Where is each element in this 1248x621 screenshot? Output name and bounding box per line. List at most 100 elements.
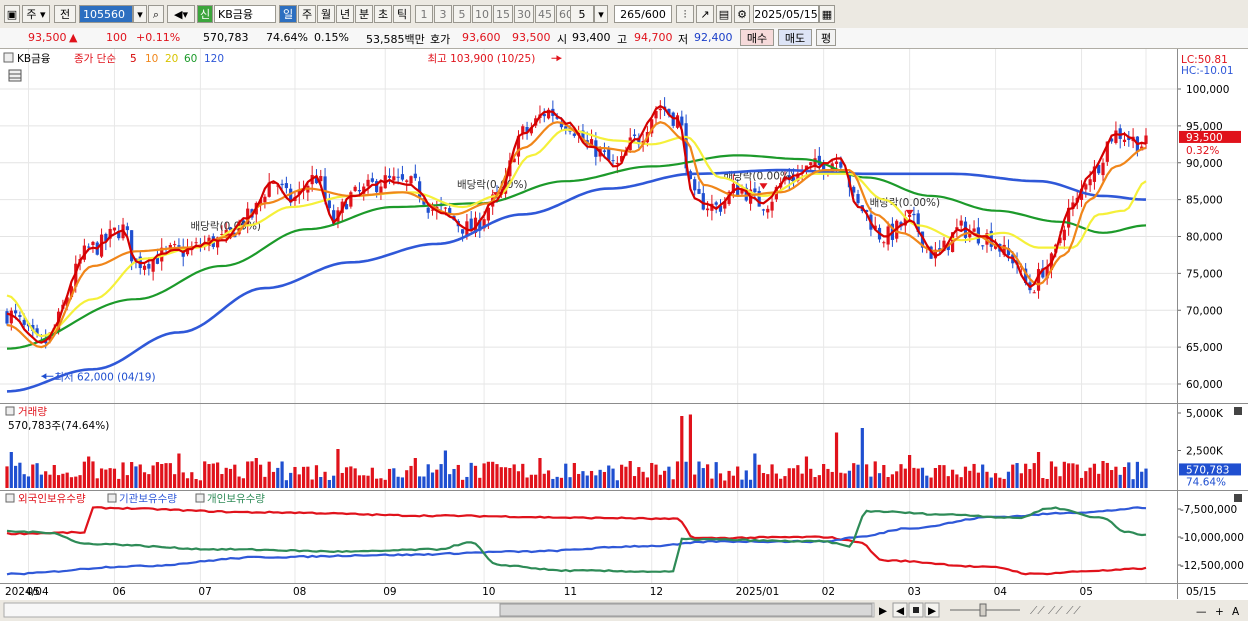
candle-body	[1002, 244, 1006, 255]
candle-body	[525, 126, 529, 133]
minute-tab[interactable]: 3	[434, 5, 452, 23]
count-field[interactable]: 265/600	[614, 5, 672, 23]
volume-bar	[529, 474, 533, 488]
minute-tab[interactable]: 30	[514, 5, 534, 23]
period-tab[interactable]: 초	[374, 5, 392, 23]
legend-box-icon[interactable]	[3, 52, 14, 63]
x-tick-label: 05	[1080, 586, 1093, 598]
volume-bar	[383, 479, 387, 488]
buy-button[interactable]: 매수	[740, 29, 774, 46]
legend-box-icon[interactable]	[195, 493, 205, 503]
volume-bar	[469, 462, 473, 488]
candle-body	[418, 181, 422, 198]
volume-bar	[727, 470, 731, 488]
stock-name-field[interactable]: KB금융	[214, 5, 276, 23]
volume-bar	[503, 467, 508, 488]
draw-tool-icon[interactable]: ↗	[696, 5, 714, 23]
volume-bar	[688, 414, 692, 488]
volume-bar	[1110, 470, 1114, 488]
candle-body	[22, 319, 26, 325]
legend-foreign[interactable]: 외국인보유수량	[18, 493, 86, 505]
volume-title[interactable]: 거래량	[18, 406, 47, 418]
chart-type-icon[interactable]: ⫶	[676, 5, 694, 23]
legend-box-icon[interactable]	[5, 406, 15, 416]
candle-body	[185, 247, 190, 255]
minute-tab[interactable]: 5	[453, 5, 471, 23]
calendar-icon[interactable]: ▦	[819, 5, 835, 23]
scroll-right-icon[interactable]: ▶	[879, 605, 888, 617]
stock-code-input[interactable]: 105560	[79, 5, 133, 23]
zoom-slider-handle[interactable]	[979, 603, 987, 617]
candle-body	[1097, 164, 1101, 174]
legend-stock-name[interactable]: KB금융	[17, 53, 51, 65]
mode-select[interactable]: 주 ▾	[22, 5, 50, 23]
minute-tab[interactable]: 10	[472, 5, 492, 23]
minute-tab[interactable]: 1	[415, 5, 433, 23]
legend-institution[interactable]: 기관보유수량	[119, 493, 177, 505]
scroll-thumb[interactable]	[499, 603, 873, 617]
candle-body	[1058, 237, 1062, 244]
table-icon[interactable]	[8, 69, 22, 82]
pane-close-icon[interactable]	[1234, 494, 1242, 502]
font-size-icon[interactable]: A	[1232, 606, 1240, 618]
ma-line-5	[6, 104, 1147, 344]
window-icon[interactable]: ▣	[4, 5, 20, 23]
minute-tab[interactable]: 15	[493, 5, 513, 23]
period-tab[interactable]: 월	[317, 5, 335, 23]
volume-bar	[1079, 477, 1084, 488]
price-tick-label: 75,000	[1186, 268, 1223, 280]
x-tick-label: 12	[650, 586, 663, 598]
code-dropdown-icon[interactable]: ▾	[133, 5, 147, 23]
period-tab[interactable]: 년	[336, 5, 354, 23]
minute-tab[interactable]: 45	[535, 5, 555, 23]
x-tick-label: 11	[564, 586, 577, 598]
candle-body	[349, 192, 353, 207]
unit-dropdown-icon[interactable]: ▾	[594, 5, 608, 23]
volume-bar	[1140, 471, 1144, 488]
draw-tools-icon[interactable]: ⟋⟋ ⟋⟋ ⟋⟋	[1030, 605, 1081, 617]
price-tick-label: 70,000	[1186, 305, 1223, 317]
candle-body	[770, 201, 774, 211]
legend-box-icon[interactable]	[5, 493, 15, 503]
volume-bar	[276, 467, 280, 488]
volume-last-percent: 74.64%	[1186, 476, 1226, 488]
volume-bar	[400, 477, 405, 488]
speaker-icon[interactable]: ◀▾	[167, 5, 195, 23]
search-icon[interactable]: ⌕	[148, 5, 164, 23]
period-tab[interactable]: 분	[355, 5, 373, 23]
prev-button[interactable]: 전	[54, 5, 76, 23]
stock-chart[interactable]: 최고 103,900 (10/25) 최저 62,000 (04/19) 배당락(0…	[0, 49, 1248, 621]
period-tab[interactable]: 일	[279, 5, 297, 23]
candle-body	[1024, 268, 1028, 284]
legend-box-icon[interactable]	[107, 493, 117, 503]
volume-bar	[185, 478, 190, 488]
period-tab[interactable]: 주	[298, 5, 316, 23]
period-tab[interactable]: 틱	[393, 5, 411, 23]
volume-bar	[310, 479, 314, 488]
sell-button[interactable]: 매도	[778, 29, 812, 46]
volume-bar	[340, 472, 344, 488]
pane-close-icon[interactable]	[1234, 407, 1242, 415]
volume-bar	[998, 477, 1002, 488]
volume-bar	[228, 468, 233, 488]
last-page-icon[interactable]	[924, 602, 940, 618]
volume-bar	[968, 470, 972, 488]
zoom-out-icon[interactable]: —	[1196, 606, 1207, 618]
legend-individual[interactable]: 개인보유수량	[207, 493, 265, 505]
volume-bar	[336, 449, 340, 488]
volume-bar	[1097, 473, 1101, 488]
volume-bar	[736, 466, 740, 488]
volume-bar	[87, 456, 91, 488]
credit-badge[interactable]: 신	[197, 5, 213, 23]
gear-icon[interactable]: ⚙	[734, 5, 750, 23]
candle-body	[9, 310, 13, 324]
unit-field[interactable]: 5	[570, 5, 594, 23]
volume-bar	[48, 474, 52, 488]
candle-body	[908, 214, 912, 217]
save-icon[interactable]: ▤	[716, 5, 732, 23]
zoom-in-icon[interactable]: +	[1215, 606, 1224, 618]
eval-button[interactable]: 평	[816, 29, 836, 46]
candle-body	[529, 127, 533, 134]
first-page-icon[interactable]	[892, 602, 908, 618]
date-field[interactable]: 2025/05/15	[753, 5, 819, 23]
